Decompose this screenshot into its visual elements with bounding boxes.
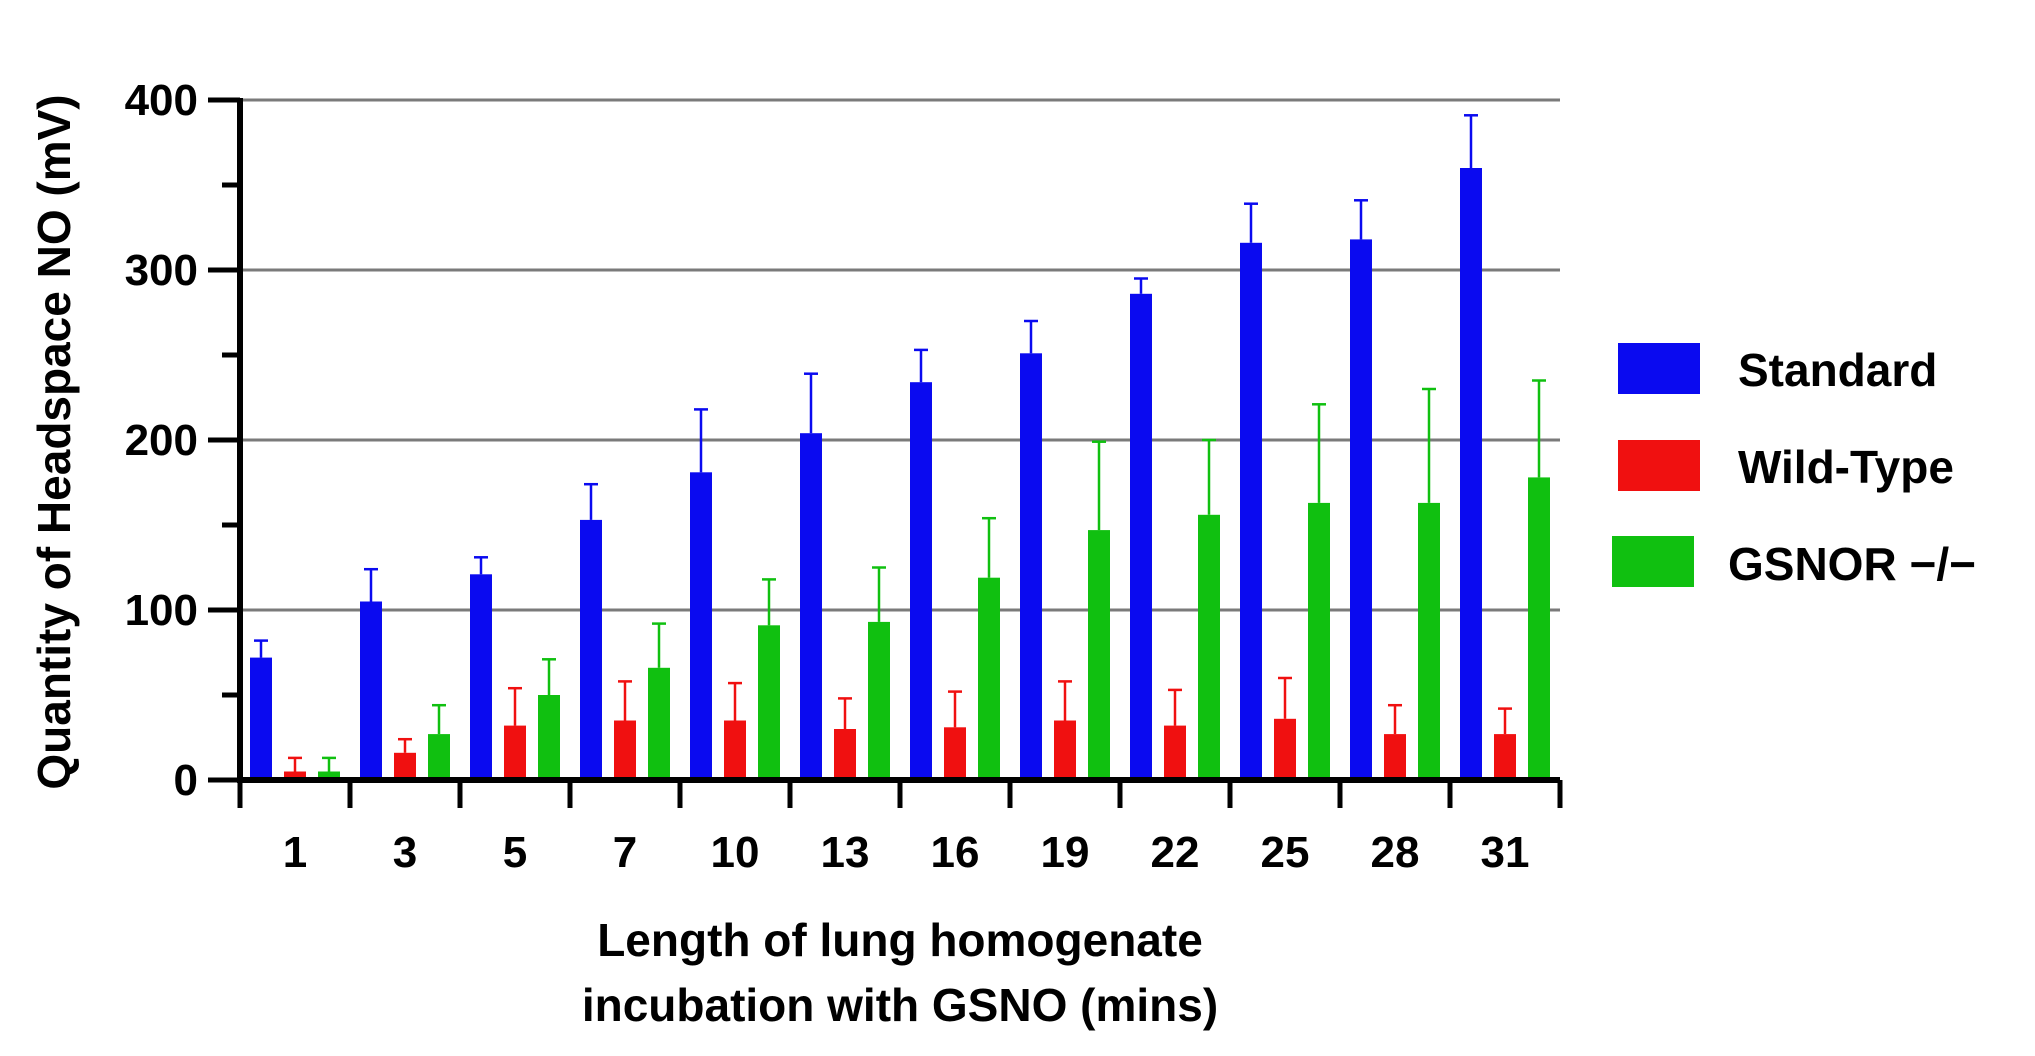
x-tick-label-28: 28 — [1371, 828, 1420, 877]
x-tick-label-1: 1 — [283, 828, 307, 877]
bar-gsnor-31 — [1528, 477, 1550, 780]
bar-gsnor-19 — [1088, 530, 1110, 780]
bar-standard-31 — [1460, 168, 1482, 780]
bar-wild-type-5 — [504, 725, 526, 780]
legend: Standard Wild-Type GSNOR −/− — [1612, 343, 1976, 590]
bar-standard-10 — [690, 472, 712, 780]
bar-standard-22 — [1130, 293, 1152, 780]
x-tick-label-3: 3 — [393, 828, 417, 877]
bar-standard-28 — [1350, 239, 1372, 780]
x-axis-title-line-2: incubation with GSNO (mins) — [582, 979, 1218, 1031]
bar-wild-type-28 — [1384, 734, 1406, 780]
bar-wild-type-31 — [1494, 734, 1516, 780]
bar-wild-type-19 — [1054, 720, 1076, 780]
bar-wild-type-13 — [834, 729, 856, 780]
bar-wild-type-10 — [724, 720, 746, 780]
legend-swatch-wild-type — [1618, 440, 1700, 491]
bar-standard-16 — [910, 382, 932, 780]
bar-gsnor-22 — [1198, 514, 1220, 780]
x-axis-title-line-1: Length of lung homogenate — [597, 914, 1203, 966]
x-tick-label-10: 10 — [711, 828, 760, 877]
legend-label-gsnor: GSNOR −/− — [1728, 538, 1976, 590]
bar-wild-type-1 — [284, 771, 306, 780]
legend-label-wild-type: Wild-Type — [1738, 441, 1954, 493]
bar-gsnor-3 — [428, 734, 450, 780]
y-tick-label-200: 200 — [125, 416, 198, 465]
x-tick-label-7: 7 — [613, 828, 637, 877]
x-tick-label-16: 16 — [931, 828, 980, 877]
bars — [250, 114, 1550, 781]
bar-gsnor-16 — [978, 577, 1000, 780]
y-tick-label-100: 100 — [125, 586, 198, 635]
bar-gsnor-5 — [538, 695, 560, 780]
gridlines — [240, 98, 1560, 612]
legend-label-standard: Standard — [1738, 344, 1937, 396]
bar-standard-3 — [360, 601, 382, 780]
x-tick-label-31: 31 — [1481, 828, 1530, 877]
bar-wild-type-7 — [614, 720, 636, 780]
bar-wild-type-22 — [1164, 725, 1186, 780]
bar-standard-13 — [800, 433, 822, 780]
bar-standard-7 — [580, 519, 602, 780]
bar-gsnor-25 — [1308, 502, 1330, 780]
x-tick-label-25: 25 — [1261, 828, 1310, 877]
y-axis-title: Quantity of Headspace NO (mV) — [28, 94, 80, 789]
axes — [208, 97, 1563, 808]
bar-wild-type-25 — [1274, 718, 1296, 780]
x-tick-label-5: 5 — [503, 828, 527, 877]
x-tick-label-22: 22 — [1151, 828, 1200, 877]
bar-wild-type-16 — [944, 727, 966, 780]
y-tick-label-0: 0 — [174, 756, 198, 805]
bar-gsnor-28 — [1418, 502, 1440, 780]
bar-standard-1 — [250, 657, 272, 780]
bar-standard-25 — [1240, 242, 1262, 781]
legend-swatch-standard — [1618, 343, 1700, 394]
y-tick-label-300: 300 — [125, 246, 198, 295]
bar-wild-type-3 — [394, 752, 416, 780]
bar-gsnor-1 — [318, 771, 340, 780]
bar-standard-5 — [470, 574, 492, 780]
bar-gsnor-13 — [868, 621, 890, 780]
x-tick-label-19: 19 — [1041, 828, 1090, 877]
legend-swatch-gsnor — [1612, 536, 1694, 587]
x-tick-label-13: 13 — [821, 828, 870, 877]
bar-standard-19 — [1020, 353, 1042, 780]
y-tick-label-400: 400 — [125, 76, 198, 125]
bar-gsnor-10 — [758, 625, 780, 780]
bar-gsnor-7 — [648, 667, 670, 780]
